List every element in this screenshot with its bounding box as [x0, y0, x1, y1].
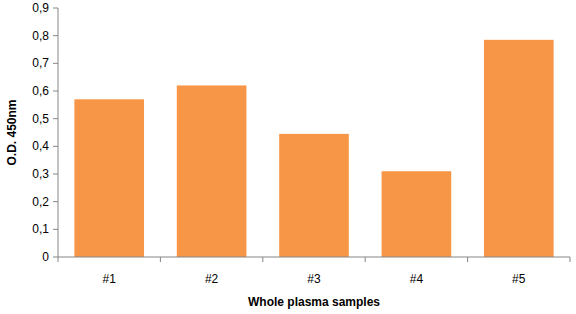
- category-separator: [58, 257, 59, 262]
- y-tick: [53, 229, 58, 230]
- x-tick-label: #3: [307, 272, 321, 286]
- chart: 0 0,1 0,2 0,3 0,4 0,5 0,6 0,7 0,8 0,9 #1 #2 #3 #4 #5 Wh…: [0, 0, 576, 314]
- x-axis-title: Whole plasma samples: [248, 295, 380, 309]
- category-separator: [467, 257, 468, 262]
- bar: [279, 134, 349, 257]
- y-axis-title: O.D. 450nm: [5, 99, 19, 165]
- x-axis: [58, 257, 570, 258]
- y-tick: [53, 63, 58, 64]
- y-tick-label: 0,9: [32, 1, 49, 15]
- y-tick: [53, 8, 58, 9]
- category-separator: [160, 257, 161, 262]
- y-tick-label: 0,3: [32, 167, 49, 181]
- y-tick-label: 0: [42, 250, 49, 264]
- y-tick-label: 0,2: [32, 195, 49, 209]
- x-tick-label: #1: [103, 272, 117, 286]
- bar: [382, 171, 452, 257]
- y-tick-label: 0,7: [32, 56, 49, 70]
- y-tick: [53, 35, 58, 36]
- y-tick: [53, 201, 58, 202]
- x-tick-label: #5: [512, 272, 526, 286]
- y-tick-label: 0,8: [32, 29, 49, 43]
- y-tick: [53, 257, 58, 258]
- x-tick-label: #4: [410, 272, 424, 286]
- y-tick-label: 0,6: [32, 84, 49, 98]
- category-separator: [570, 257, 571, 262]
- y-tick: [53, 146, 58, 147]
- y-tick-label: 0,1: [32, 222, 49, 236]
- y-tick: [53, 118, 58, 119]
- category-separator: [262, 257, 263, 262]
- y-tick-label: 0,5: [32, 112, 49, 126]
- bar: [484, 40, 554, 257]
- x-tick-label: #2: [205, 272, 219, 286]
- bar: [74, 99, 144, 257]
- y-tick: [53, 174, 58, 175]
- category-separator: [365, 257, 366, 262]
- bar: [177, 85, 247, 257]
- bars: [74, 40, 553, 257]
- y-tick-label: 0,4: [32, 139, 49, 153]
- y-tick: [53, 91, 58, 92]
- y-axis: [58, 8, 59, 257]
